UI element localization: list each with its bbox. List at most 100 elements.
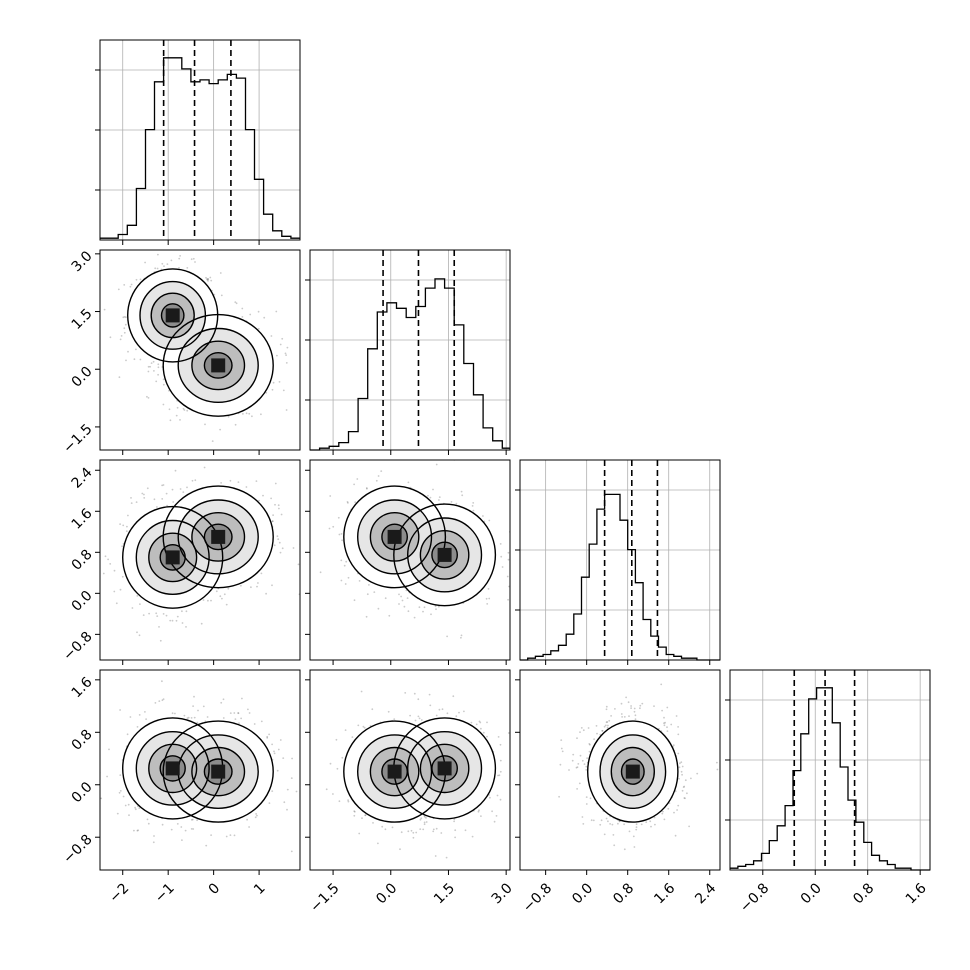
scatter-point — [190, 717, 193, 719]
joint-panel — [319, 460, 510, 639]
scatter-point — [257, 582, 259, 584]
scatter-point — [251, 415, 253, 418]
scatter-point — [258, 499, 260, 502]
scatter-point — [263, 316, 266, 319]
scatter-point — [377, 475, 380, 477]
scatter-point — [150, 362, 153, 364]
scatter-point — [423, 823, 426, 826]
scatter-point — [282, 757, 285, 759]
scatter-point — [161, 699, 164, 702]
scatter-point — [161, 262, 164, 265]
density-contour — [135, 519, 210, 596]
scatter-point — [455, 715, 458, 718]
scatter-point — [401, 599, 404, 602]
scatter-point — [119, 588, 122, 591]
scatter-point — [429, 496, 432, 499]
scatter-point — [127, 514, 129, 517]
density-contour — [148, 743, 198, 794]
scatter-point — [134, 808, 137, 811]
x-tick-label: −2 — [106, 880, 132, 906]
scatter-point — [420, 817, 423, 820]
scatter-point — [175, 619, 178, 622]
scatter-point — [595, 725, 598, 727]
scatter-point — [420, 719, 423, 721]
y-tick-label: 1.6 — [69, 674, 96, 701]
scatter-point — [106, 775, 108, 778]
scatter-point — [661, 812, 664, 815]
scatter-point — [194, 479, 197, 482]
scatter-point — [138, 634, 141, 637]
scatter-point — [148, 612, 151, 615]
scatter-point — [171, 712, 174, 715]
scatter-point — [405, 589, 408, 592]
y-tick-label: −1.5 — [60, 421, 95, 456]
scatter-point — [384, 828, 387, 831]
scatter-point — [696, 772, 699, 775]
scatter-point — [471, 835, 474, 838]
scatter-point — [157, 363, 160, 366]
scatter-point — [274, 482, 277, 485]
y-tick-label: 0.0 — [69, 588, 96, 615]
scatter-point — [470, 721, 473, 724]
scatter-point — [146, 395, 148, 398]
density-contour — [162, 720, 274, 823]
scatter-point — [347, 799, 349, 801]
scatter-point — [266, 735, 269, 738]
scatter-point — [280, 513, 283, 516]
scatter-point — [146, 487, 149, 490]
density-contour — [203, 523, 233, 551]
scatter-point — [482, 515, 484, 517]
scatter-point — [162, 613, 165, 615]
scatter-point — [163, 265, 165, 267]
scatter-point — [478, 720, 481, 723]
scatter-point — [271, 790, 274, 792]
scatter-point — [183, 409, 186, 411]
scatter-point — [169, 619, 172, 622]
scatter-point — [98, 603, 100, 605]
scatter-point — [578, 782, 581, 785]
scatter-point — [340, 795, 342, 797]
scatter-point — [266, 737, 269, 739]
panel-frame — [309, 669, 511, 871]
scatter-point — [186, 717, 189, 720]
scatter-point — [332, 525, 335, 528]
scatter-point — [278, 381, 281, 383]
joint-panel — [558, 683, 719, 851]
scatter-point — [237, 712, 240, 715]
scatter-point — [391, 826, 394, 829]
scatter-point — [147, 370, 150, 373]
scatter-point — [398, 593, 400, 596]
scatter-point — [133, 358, 136, 361]
scatter-point — [245, 412, 248, 415]
scatter-point — [353, 810, 356, 812]
scatter-point — [613, 844, 616, 847]
scatter-point — [119, 338, 122, 341]
scatter-point — [325, 788, 328, 791]
scatter-point — [482, 731, 485, 734]
density-contour — [159, 755, 186, 782]
density-contour — [150, 292, 195, 339]
panel-frame — [309, 249, 511, 451]
scatter-point — [403, 605, 406, 608]
scatter-point — [219, 272, 222, 274]
density-contour — [419, 743, 470, 794]
panel-frame — [99, 669, 301, 871]
scatter-point — [377, 842, 379, 845]
density-contour — [159, 544, 186, 571]
scatter-point — [335, 738, 338, 741]
scatter-point — [353, 810, 356, 813]
scatter-point — [119, 774, 122, 776]
scatter-point — [248, 826, 251, 828]
y-tick-label: −0.8 — [60, 629, 95, 664]
scatter-point — [153, 370, 155, 372]
scatter-point — [202, 705, 205, 708]
scatter-point — [220, 482, 223, 484]
scatter-point — [292, 547, 295, 549]
scatter-point — [285, 354, 287, 356]
scatter-point — [365, 487, 368, 489]
scatter-point — [147, 397, 150, 399]
scatter-point — [210, 599, 212, 602]
scatter-point — [135, 501, 138, 503]
scatter-point — [435, 608, 437, 611]
